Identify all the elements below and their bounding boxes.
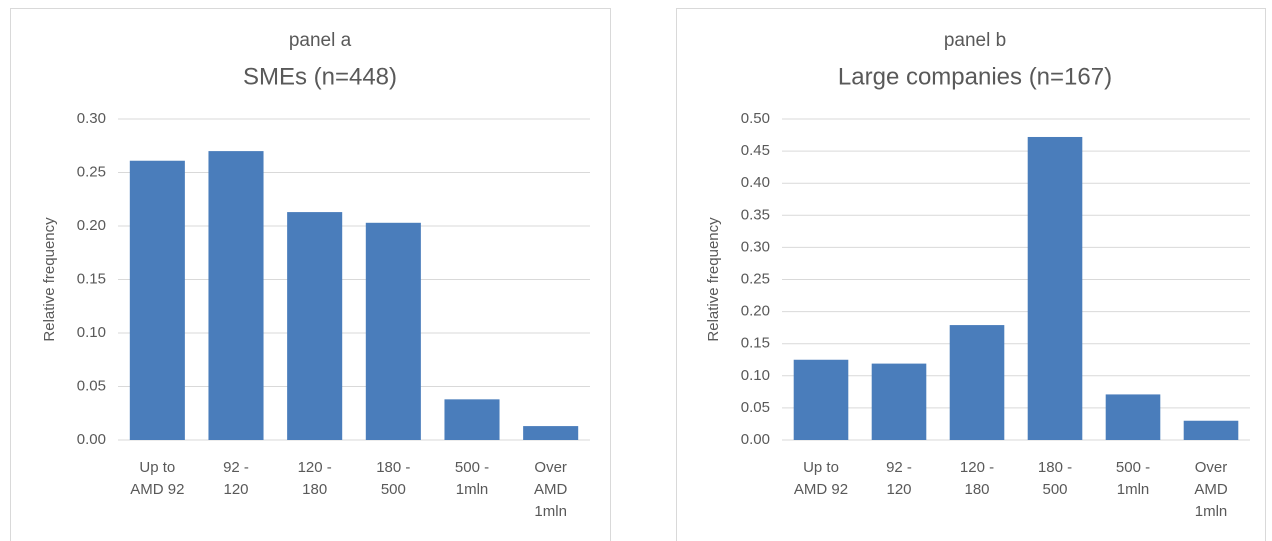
x-tick-label: 500 xyxy=(1042,481,1067,498)
x-tick-label: AMD xyxy=(1194,481,1228,498)
x-tick-label: 1mln xyxy=(1195,503,1228,520)
panel-frame xyxy=(676,8,1266,541)
y-axis-label: Relative frequency xyxy=(705,217,722,342)
x-tick-label: 1mln xyxy=(1117,481,1150,498)
chart-subtitle: Large companies (n=167) xyxy=(838,63,1112,90)
x-tick-label: Up to xyxy=(139,459,175,476)
y-tick-label: 0.00 xyxy=(741,431,770,448)
y-tick-label: 0.30 xyxy=(77,110,106,127)
bar xyxy=(365,222,421,440)
x-tick-label: 1mln xyxy=(534,503,567,520)
y-tick-label: 0.20 xyxy=(741,303,770,320)
bar xyxy=(208,151,264,440)
bar xyxy=(793,359,849,440)
x-tick-label: 180 - xyxy=(376,459,410,476)
x-tick-label: 92 - xyxy=(886,459,912,476)
x-tick-label: 180 xyxy=(302,481,327,498)
bar xyxy=(949,325,1005,440)
y-tick-label: 0.10 xyxy=(741,367,770,384)
chart-title: panel a xyxy=(289,30,352,51)
y-tick-label: 0.15 xyxy=(741,335,770,352)
chart-subtitle: SMEs (n=448) xyxy=(243,63,397,90)
x-tick-label: 500 xyxy=(381,481,406,498)
x-tick-label: 92 - xyxy=(223,459,249,476)
x-tick-label: 120 - xyxy=(960,459,994,476)
x-tick-label: 500 - xyxy=(1116,459,1150,476)
y-tick-label: 0.40 xyxy=(741,174,770,191)
y-tick-label: 0.45 xyxy=(741,142,770,159)
y-tick-label: 0.25 xyxy=(77,163,106,180)
y-tick-label: 0.10 xyxy=(77,324,106,341)
x-tick-label: 180 xyxy=(964,481,989,498)
x-tick-label: 120 - xyxy=(298,459,332,476)
x-tick-label: 120 xyxy=(886,481,911,498)
x-tick-label: AMD 92 xyxy=(130,481,184,498)
bar xyxy=(1183,420,1239,440)
x-tick-label: Up to xyxy=(803,459,839,476)
chart-title: panel b xyxy=(944,30,1006,51)
x-tick-label: 120 xyxy=(223,481,248,498)
x-tick-label: 180 - xyxy=(1038,459,1072,476)
y-tick-label: 0.30 xyxy=(741,238,770,255)
x-tick-label: 500 - xyxy=(455,459,489,476)
y-axis-label: Relative frequency xyxy=(41,217,58,342)
x-tick-label: Over xyxy=(534,459,567,476)
x-tick-label: 1mln xyxy=(456,481,489,498)
bar xyxy=(1105,394,1161,440)
bar xyxy=(287,212,343,440)
y-tick-label: 0.25 xyxy=(741,270,770,287)
panel-frame xyxy=(10,8,611,541)
y-tick-label: 0.35 xyxy=(741,206,770,223)
x-tick-label: AMD 92 xyxy=(794,481,848,498)
y-tick-label: 0.00 xyxy=(77,431,106,448)
bar xyxy=(523,426,579,440)
y-tick-label: 0.05 xyxy=(77,377,106,394)
bar xyxy=(129,160,185,441)
bar xyxy=(444,399,500,440)
y-tick-label: 0.05 xyxy=(741,399,770,416)
bar xyxy=(1027,136,1083,440)
bar xyxy=(871,363,927,440)
y-tick-label: 0.50 xyxy=(741,110,770,127)
y-tick-label: 0.15 xyxy=(77,270,106,287)
y-tick-label: 0.20 xyxy=(77,217,106,234)
x-tick-label: AMD xyxy=(534,481,568,498)
x-tick-label: Over xyxy=(1195,459,1228,476)
